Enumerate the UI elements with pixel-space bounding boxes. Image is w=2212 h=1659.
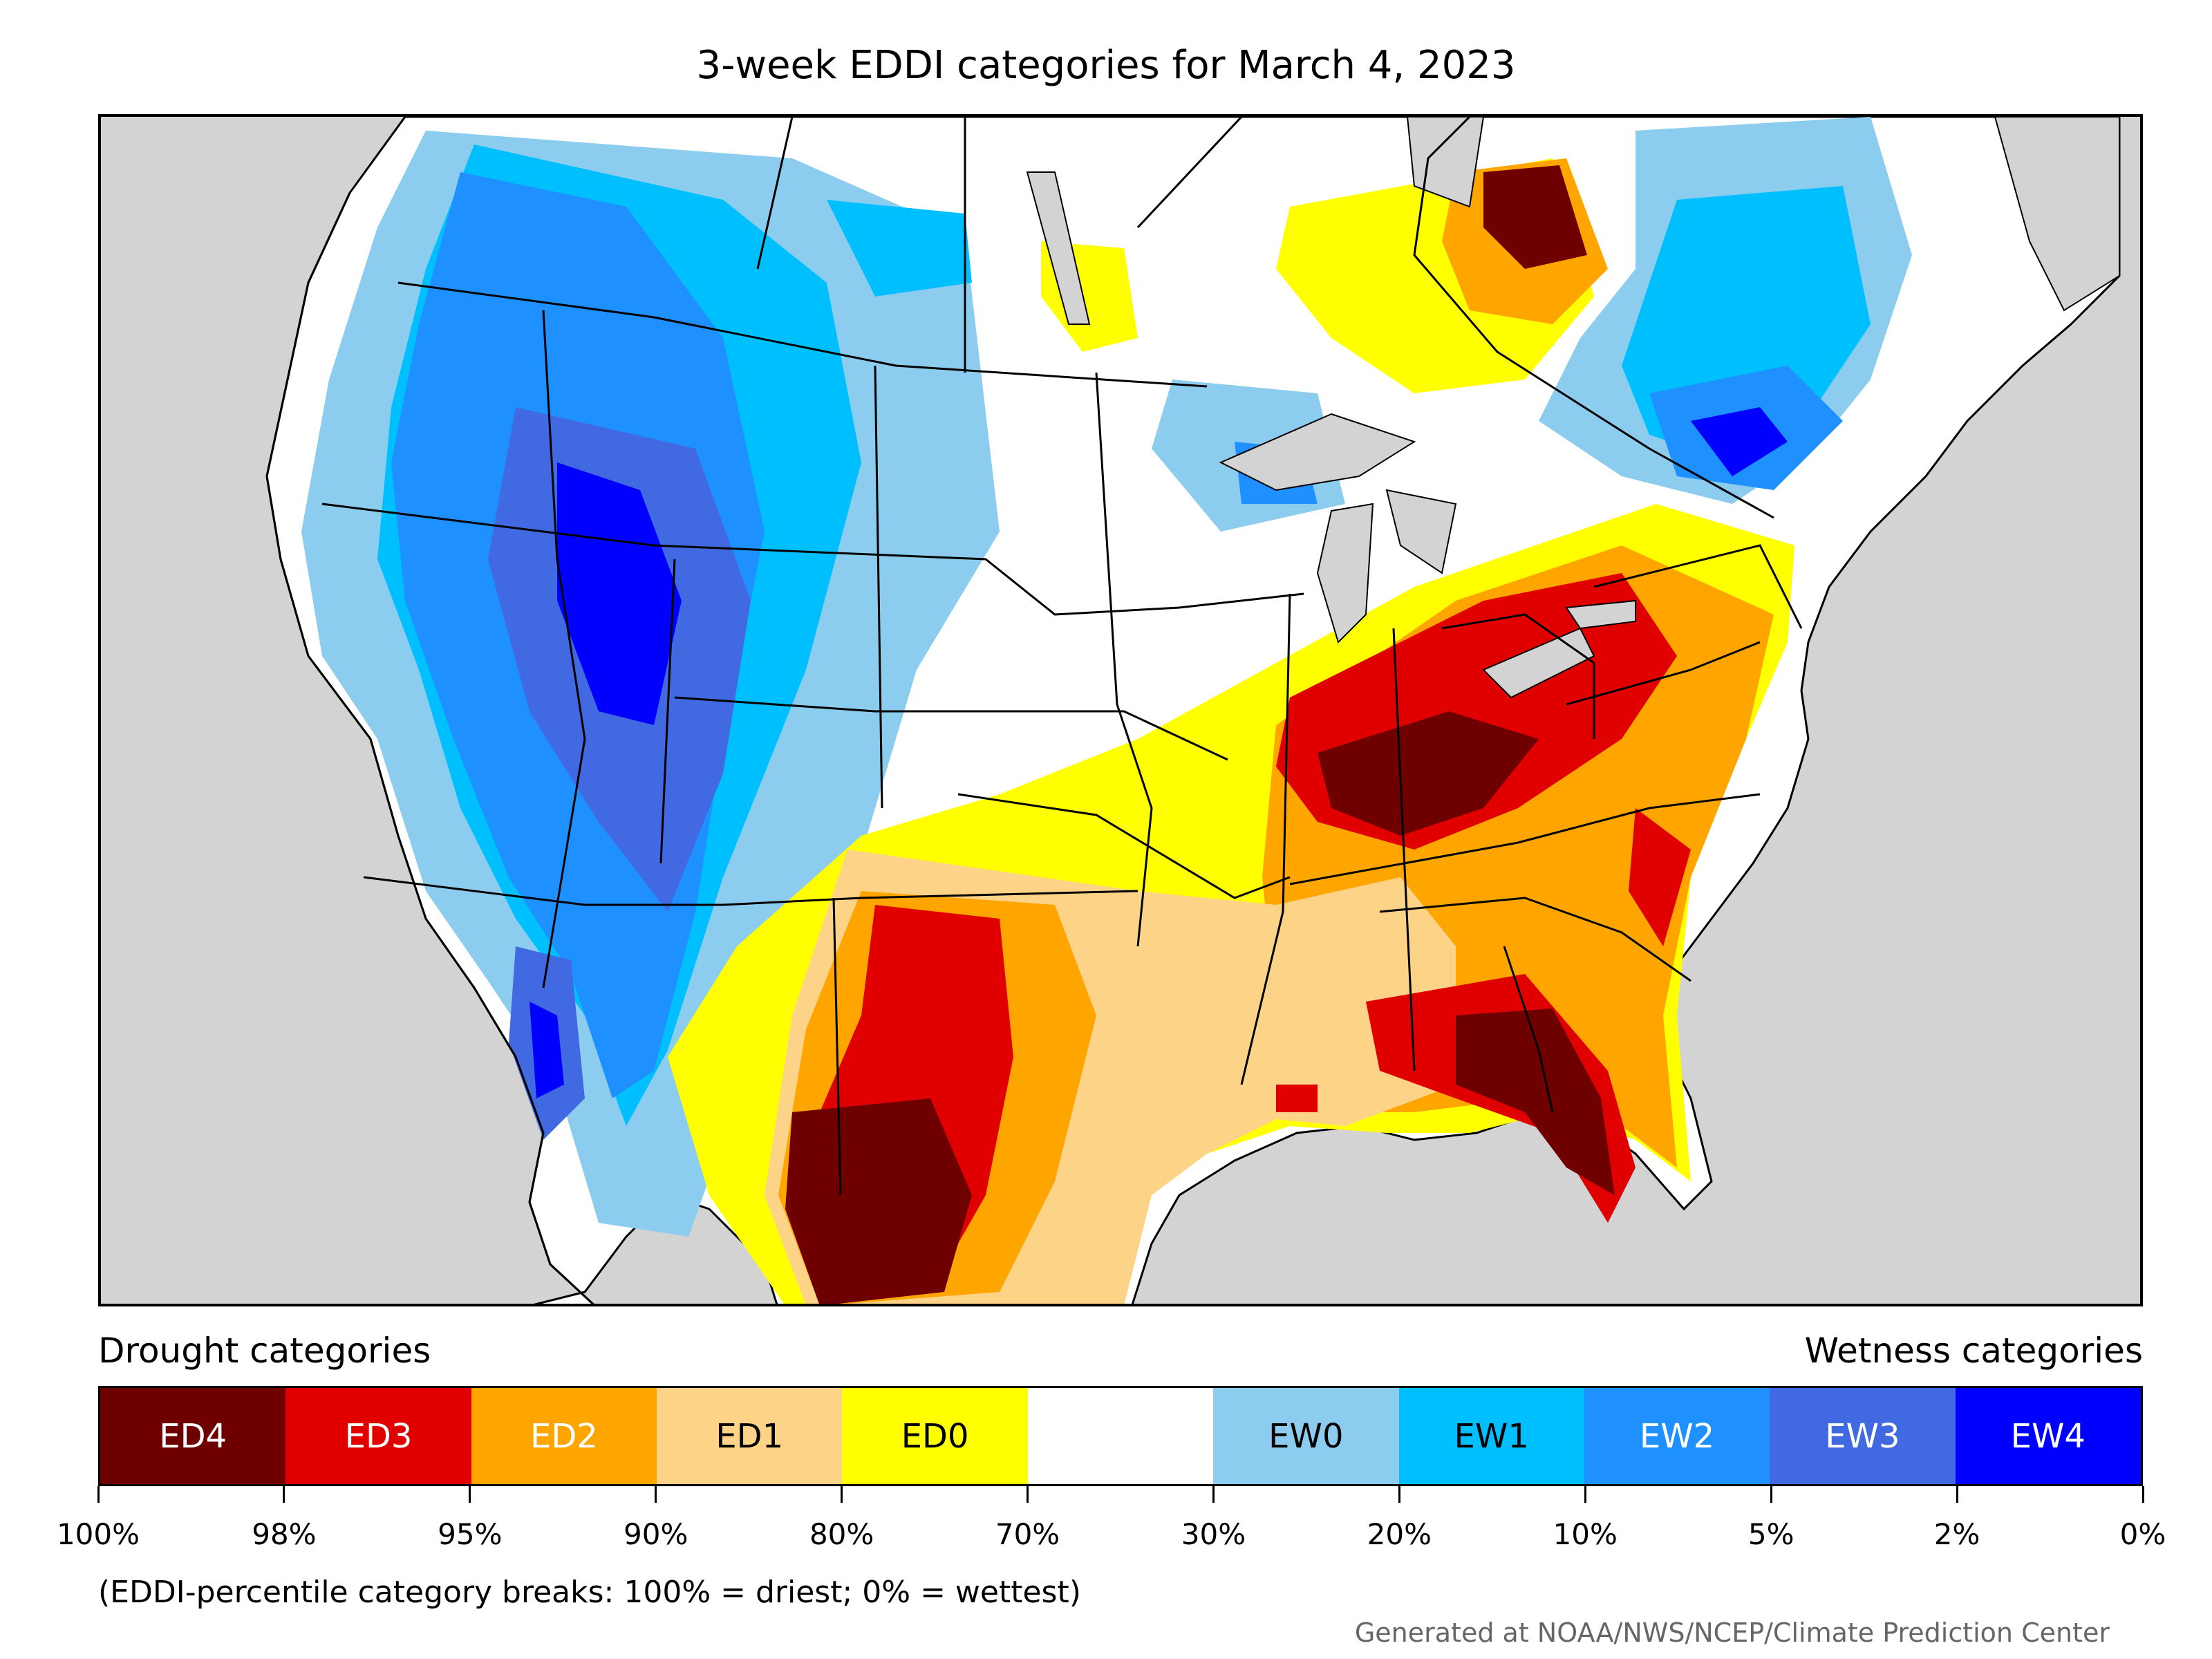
legend-tick — [655, 1486, 657, 1503]
legend-swatch-ew1: EW1 — [1398, 1388, 1584, 1484]
legend-tick-label: 70% — [995, 1517, 1060, 1551]
legend-tick-label: 30% — [1181, 1517, 1246, 1551]
legend-tick-label: 20% — [1367, 1517, 1432, 1551]
map-canvas — [265, 117, 2121, 1304]
legend-tick-label: 80% — [809, 1517, 874, 1551]
legend-swatch-ed4: ED4 — [100, 1388, 286, 1484]
legend-tick — [1027, 1486, 1029, 1503]
wetness-northeast — [1539, 117, 1912, 504]
legend-swatch-ed1: ED1 — [657, 1388, 843, 1484]
legend-tick-label: 10% — [1553, 1517, 1618, 1551]
legend-tick — [97, 1486, 100, 1503]
legend-ticks — [97, 1486, 2144, 1507]
legend-tick — [1398, 1486, 1400, 1503]
legend-swatch-ew3: EW3 — [1770, 1388, 1956, 1484]
drought-regions — [668, 504, 1794, 1304]
legend-tick — [1956, 1486, 1958, 1503]
legend-swatch-ew0: EW0 — [1213, 1388, 1399, 1484]
legend-tick-label: 98% — [252, 1517, 317, 1551]
legend-tick-label: 5% — [1747, 1517, 1794, 1551]
legend-swatch-ed2: ED2 — [471, 1388, 657, 1484]
legend-tick-label: 95% — [438, 1517, 503, 1551]
legend-swatch-ed3: ED3 — [285, 1388, 471, 1484]
legend-swatch-neutral — [1027, 1388, 1214, 1484]
category-legend: ED4 ED3 ED2 ED1 ED0 EW0 EW1 EW2 EW3 EW4 — [98, 1386, 2143, 1486]
great-lakes — [1026, 117, 2120, 699]
legend-swatch-ew2: EW2 — [1584, 1388, 1770, 1484]
political-borders — [321, 117, 1803, 1196]
legend-tick-label: 100% — [56, 1517, 140, 1551]
legend-tick — [1770, 1486, 1772, 1503]
legend-tick — [283, 1486, 285, 1503]
legend-tick — [1584, 1486, 1586, 1503]
legend-swatch-ed0: ED0 — [842, 1388, 1028, 1484]
credit-text: Generated at NOAA/NWS/NCEP/Climate Predi… — [1354, 1618, 2110, 1648]
legend-swatch-ew4: EW4 — [1955, 1388, 2141, 1484]
legend-tick-label: 2% — [1933, 1517, 1980, 1551]
legend-tick-label: 0% — [2119, 1517, 2166, 1551]
legend-tick — [841, 1486, 843, 1503]
drought-categories-heading: Drought categories — [98, 1331, 431, 1371]
legend-tick-label: 90% — [624, 1517, 688, 1551]
legend-tick — [1212, 1486, 1215, 1503]
west-coastline — [265, 192, 594, 1304]
drought-canada — [1041, 158, 1608, 393]
legend-tick — [2141, 1486, 2144, 1503]
legend-tick — [469, 1486, 471, 1503]
category-breaks-note: (EDDI-percentile category breaks: 100% =… — [98, 1575, 1081, 1610]
map-title: 3-week EDDI categories for March 4, 2023 — [696, 43, 1516, 88]
wetness-categories-heading: Wetness categories — [1804, 1331, 2143, 1371]
eddi-map — [98, 114, 2143, 1306]
